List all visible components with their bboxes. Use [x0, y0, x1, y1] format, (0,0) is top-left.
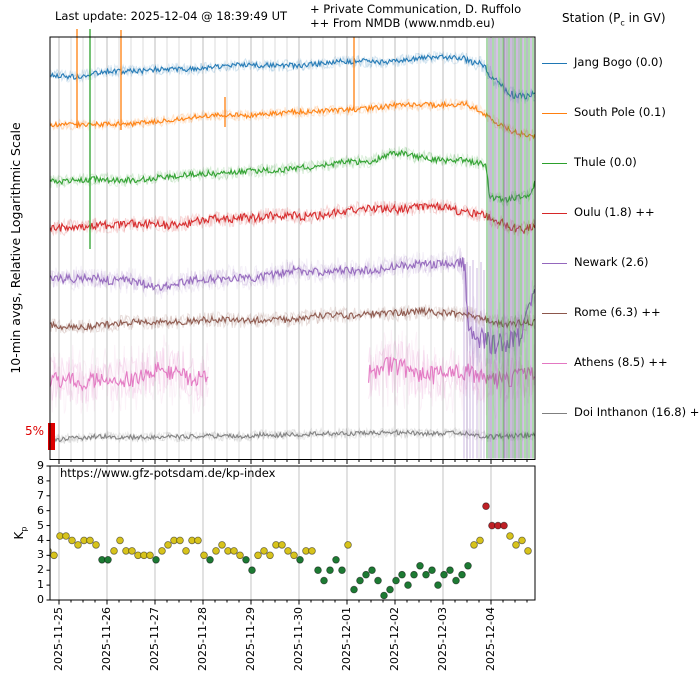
legend-line-sample — [542, 63, 567, 64]
legend-line-sample — [542, 363, 567, 364]
series-doi-inthanon-16-8 — [50, 425, 535, 445]
kp-points — [50, 502, 532, 600]
date-label-2025-12-03: 2025-12-03 — [436, 607, 449, 671]
disturbance-cluster — [463, 38, 534, 459]
series-south-pole-0-1 — [50, 98, 535, 143]
scale-bar-label: 5% — [25, 424, 45, 438]
station-series — [50, 50, 535, 445]
kp-axis-label: Kp — [12, 526, 29, 540]
date-label-2025-11-26: 2025-11-26 — [100, 607, 113, 671]
kp-tick-2: 2 — [37, 563, 44, 577]
legend-line-sample — [542, 413, 567, 414]
credit-line-1: + Private Communication, D. Ruffolo — [310, 2, 522, 16]
kp-source-url: https://www.gfz-potsdam.de/kp-index — [60, 466, 276, 480]
last-update-text: Last update: 2025-12-04 @ 18:39:49 UT — [55, 9, 288, 23]
legend-line-sample — [542, 113, 567, 114]
kp-tick-1: 1 — [37, 578, 44, 592]
kp-tick-9: 9 — [37, 459, 44, 472]
kp-tick-5: 5 — [37, 518, 44, 532]
date-label-2025-12-02: 2025-12-02 — [388, 607, 401, 671]
date-label-2025-11-29: 2025-11-29 — [244, 607, 257, 671]
date-label-2025-12-01: 2025-12-01 — [340, 607, 353, 671]
main-y-axis-label: 10-min avgs, Relative Logarithmic Scale — [8, 122, 23, 374]
kp-tick-4: 4 — [37, 533, 44, 547]
main-panel-border — [49, 36, 536, 460]
kp-tick-7: 7 — [37, 488, 44, 502]
legend-line-sample — [542, 263, 567, 264]
date-label-2025-12-04: 2025-12-04 — [484, 607, 497, 671]
kp-tick-0: 0 — [37, 593, 44, 606]
legend-label: Doi Inthanon (16.8) + — [574, 405, 700, 419]
data-spikes — [76, 29, 355, 249]
legend-line-sample — [542, 163, 567, 164]
date-label-2025-11-25: 2025-11-25 — [52, 607, 65, 671]
date-label-2025-11-30: 2025-11-30 — [292, 607, 305, 671]
legend-label: Athens (8.5) ++ — [574, 355, 668, 369]
series-rome-6-3 — [50, 304, 535, 334]
legend-label: South Pole (0.1) — [574, 105, 666, 119]
series-athens-8-5 — [50, 329, 535, 419]
kp-tick-3: 3 — [37, 548, 44, 562]
date-label-2025-11-27: 2025-11-27 — [148, 607, 161, 671]
scale-bar — [48, 423, 55, 450]
series-oulu-1-8 — [50, 197, 535, 237]
legend-label: Jang Bogo (0.0) — [574, 55, 663, 69]
legend-label: Rome (6.3) ++ — [574, 305, 661, 319]
legend-label: Thule (0.0) — [574, 155, 637, 169]
legend-title: Station (Pc in GV) — [562, 11, 666, 28]
legend-line-sample — [542, 313, 567, 314]
series-jang-bogo-0-0 — [50, 50, 535, 104]
kp-panel-border — [49, 465, 536, 601]
kp-tick-6: 6 — [37, 503, 44, 517]
date-label-2025-11-28: 2025-11-28 — [196, 607, 209, 671]
legend-line-sample — [542, 213, 567, 214]
legend-label: Oulu (1.8) ++ — [574, 205, 655, 219]
series-newark-2-6 — [50, 246, 535, 382]
legend-label: Newark (2.6) — [574, 255, 649, 269]
credit-line-2: ++ From NMDB (www.nmdb.eu) — [310, 16, 495, 30]
kp-grid — [58, 466, 492, 600]
kp-tick-8: 8 — [37, 473, 44, 487]
series-thule-0-0 — [50, 146, 535, 208]
